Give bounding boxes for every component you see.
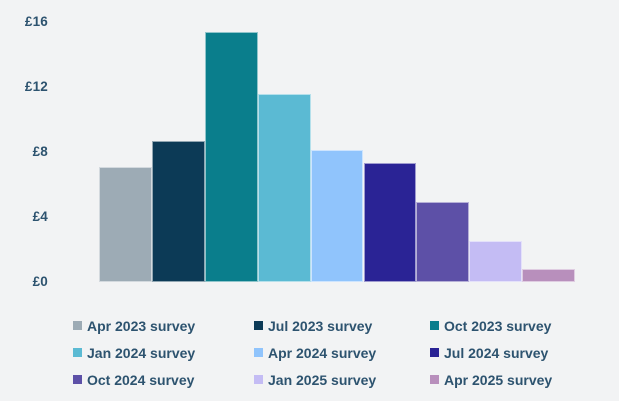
y-axis-tick-label-16: £16 xyxy=(24,14,48,29)
legend-label: Apr 2025 survey xyxy=(444,371,553,388)
bar-jan-2024-survey xyxy=(257,93,311,282)
legend-label: Jan 2025 survey xyxy=(268,371,377,388)
y-axis-tick-label-4: £4 xyxy=(32,209,48,224)
legend-item-jul-2023-survey: Jul 2023 survey xyxy=(254,318,430,334)
bar-oct-2023-survey xyxy=(204,31,258,282)
bar-apr-2024-survey xyxy=(310,150,364,282)
legend-item-apr-2025-survey: Apr 2025 survey xyxy=(430,372,552,388)
y-axis-tick-label-0: £0 xyxy=(32,274,48,289)
y-axis-tick-label-12: £12 xyxy=(24,79,48,94)
legend-label: Oct 2023 survey xyxy=(444,317,552,334)
legend-label: Apr 2023 survey xyxy=(87,317,196,334)
legend-color-swatch-icon xyxy=(254,375,263,384)
chart-legend: Apr 2023 survey Jul 2023 survey Oct 2023 s… xyxy=(73,312,552,393)
legend-color-swatch-icon xyxy=(254,321,263,330)
bar-apr-2025-survey xyxy=(522,269,576,282)
legend-item-oct-2023-survey: Oct 2023 survey xyxy=(430,318,552,334)
legend-label: Apr 2024 survey xyxy=(268,344,377,361)
legend-color-swatch-icon xyxy=(254,348,263,357)
bar-jul-2024-survey xyxy=(363,163,417,282)
legend-label: Jan 2024 survey xyxy=(87,344,196,361)
legend-item-apr-2023-survey: Apr 2023 survey xyxy=(73,318,254,334)
bar-apr-2023-survey xyxy=(99,166,152,282)
legend-item-jan-2024-survey: Jan 2024 survey xyxy=(73,345,254,361)
legend-color-swatch-icon xyxy=(73,375,82,384)
legend-color-swatch-icon xyxy=(73,348,82,357)
legend-color-swatch-icon xyxy=(430,348,439,357)
legend-label: Jul 2024 survey xyxy=(444,344,549,361)
legend-color-swatch-icon xyxy=(430,375,439,384)
bar-jul-2023-survey xyxy=(151,140,205,282)
legend-label: Oct 2024 survey xyxy=(87,371,195,388)
legend-item-apr-2024-survey: Apr 2024 survey xyxy=(254,345,430,361)
legend-label: Jul 2023 survey xyxy=(268,317,373,334)
y-axis-tick-label-8: £8 xyxy=(32,144,48,159)
bar-jan-2025-survey xyxy=(469,241,523,282)
legend-item-oct-2024-survey: Oct 2024 survey xyxy=(73,372,254,388)
legend-item-jan-2025-survey: Jan 2025 survey xyxy=(254,372,430,388)
legend-color-swatch-icon xyxy=(73,321,82,330)
legend-item-jul-2024-survey: Jul 2024 survey xyxy=(430,345,552,361)
legend-color-swatch-icon xyxy=(430,321,439,330)
bar-oct-2024-survey xyxy=(416,202,470,282)
